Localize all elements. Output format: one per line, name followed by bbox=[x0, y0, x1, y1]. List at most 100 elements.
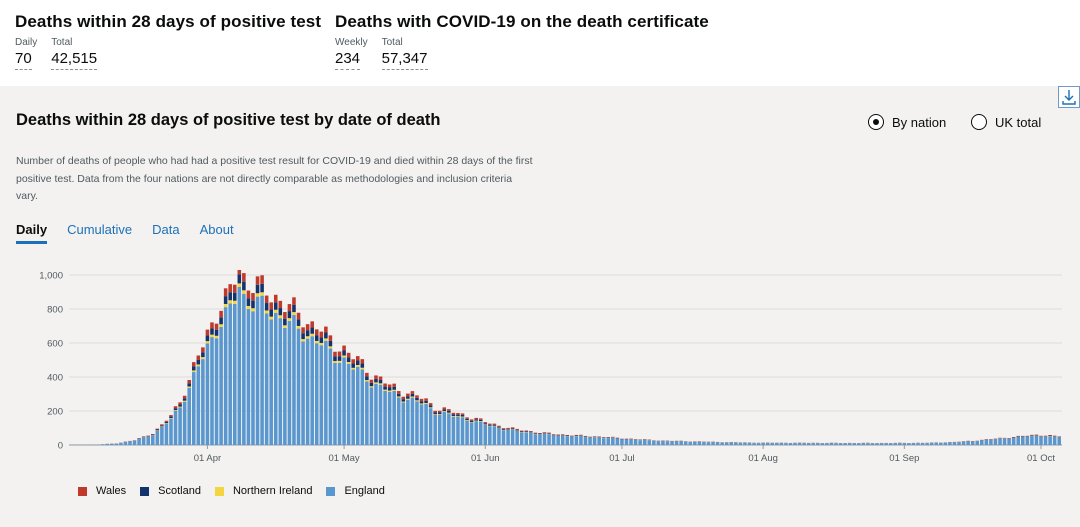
y-tick-label: 1,000 bbox=[39, 271, 63, 282]
tab-daily[interactable]: Daily bbox=[16, 222, 48, 244]
bar-wales bbox=[510, 427, 515, 429]
bar-england bbox=[506, 429, 510, 445]
legend-item-scotland[interactable]: Scotland bbox=[140, 485, 201, 497]
bar-scotland bbox=[283, 318, 287, 326]
total-label: Total bbox=[51, 37, 73, 48]
bar-scotland bbox=[433, 412, 437, 415]
bar-england bbox=[324, 340, 328, 445]
bar-scotland bbox=[533, 433, 538, 434]
bar-wales bbox=[296, 312, 301, 320]
bar-wales bbox=[205, 329, 210, 336]
bar-ni bbox=[251, 308, 255, 312]
bar-scotland bbox=[269, 309, 273, 317]
bar-ni bbox=[182, 400, 187, 402]
bar-england bbox=[1011, 438, 1016, 445]
bar-scotland bbox=[542, 432, 547, 434]
tab-about[interactable]: About bbox=[199, 222, 234, 237]
bar-england bbox=[410, 397, 415, 445]
bar-england bbox=[724, 442, 729, 445]
bar-scotland bbox=[219, 317, 223, 325]
bar-england bbox=[169, 418, 173, 445]
bar-ni bbox=[260, 292, 264, 296]
bar-scotland bbox=[574, 435, 579, 436]
bar-england bbox=[939, 442, 943, 445]
bar-wales bbox=[538, 433, 542, 434]
deaths-bar-chart: 0 200 400 600 800 1,000 01 Apr 01 May 01 Jun 01 J… bbox=[39, 270, 1062, 464]
legend-item-wales[interactable]: Wales bbox=[78, 485, 126, 497]
bar-ni bbox=[428, 407, 433, 409]
bar-scotland bbox=[251, 300, 255, 309]
bar-england bbox=[529, 432, 533, 445]
total-value[interactable]: 42,515 bbox=[51, 49, 98, 70]
chart-tabs: Daily Cumulative Data About bbox=[16, 222, 254, 244]
bar-england bbox=[328, 348, 333, 445]
legend-item-england[interactable]: England bbox=[326, 485, 385, 497]
bar-wales bbox=[164, 420, 169, 422]
bar-england bbox=[720, 442, 724, 445]
tab-data[interactable]: Data bbox=[152, 222, 180, 237]
legend-item-northern-ireland[interactable]: Northern Ireland bbox=[214, 485, 312, 497]
bar-england bbox=[925, 443, 929, 445]
bar-ni bbox=[419, 403, 424, 405]
bar-england bbox=[711, 442, 715, 445]
radio-uk-total[interactable]: UK total bbox=[971, 114, 1041, 130]
download-button[interactable] bbox=[1058, 86, 1080, 108]
bar-england bbox=[847, 443, 852, 445]
bar-england bbox=[465, 420, 469, 445]
radio-by-nation[interactable]: By nation bbox=[868, 114, 946, 130]
bar-england bbox=[574, 436, 579, 445]
y-tick-label: 400 bbox=[47, 373, 63, 384]
bar-wales bbox=[346, 352, 351, 358]
bar-england bbox=[451, 416, 456, 445]
bar-wales bbox=[246, 290, 251, 299]
bar-scotland bbox=[169, 416, 173, 419]
bar-scotland bbox=[237, 274, 242, 284]
bar-england bbox=[957, 442, 961, 445]
bar-wales bbox=[506, 427, 510, 429]
bar-england bbox=[100, 444, 105, 445]
radio-unchecked-icon bbox=[971, 114, 987, 130]
bar-wales bbox=[492, 423, 497, 425]
bar-england bbox=[483, 424, 488, 445]
certificate-total-value[interactable]: 57,347 bbox=[381, 49, 428, 70]
bar-ni bbox=[415, 400, 419, 402]
bar-wales bbox=[310, 321, 314, 328]
bar-england bbox=[365, 381, 369, 445]
bar-england bbox=[146, 436, 150, 445]
bar-england bbox=[647, 440, 652, 445]
bar-scotland bbox=[442, 409, 447, 412]
bar-scotland bbox=[255, 284, 260, 294]
bar-ni bbox=[301, 339, 305, 342]
bar-wales bbox=[524, 430, 529, 432]
bar-ni bbox=[292, 312, 296, 316]
bar-scotland bbox=[378, 379, 383, 384]
bar-wales bbox=[465, 417, 469, 419]
bar-scotland bbox=[483, 423, 488, 425]
bar-scotland bbox=[369, 382, 374, 387]
bar-ni bbox=[387, 390, 392, 392]
bar-wales bbox=[415, 395, 419, 398]
bar-wales bbox=[169, 415, 173, 417]
bar-wales bbox=[283, 312, 287, 319]
bar-england bbox=[998, 438, 1002, 445]
bar-wales bbox=[187, 379, 191, 384]
radio-uk-total-label: UK total bbox=[995, 114, 1042, 130]
bar-wales bbox=[410, 391, 415, 394]
bar-england bbox=[342, 357, 346, 445]
bar-scotland bbox=[415, 397, 419, 401]
bar-england bbox=[583, 437, 588, 445]
daily-value[interactable]: 70 bbox=[15, 49, 32, 70]
bar-scotland bbox=[460, 414, 465, 417]
bar-england bbox=[401, 402, 406, 445]
bar-ni bbox=[355, 364, 360, 367]
bar-england bbox=[756, 443, 761, 445]
bar-england bbox=[1021, 436, 1025, 445]
bar-scotland bbox=[451, 414, 456, 417]
bar-scotland bbox=[160, 425, 164, 427]
bar-england bbox=[893, 443, 898, 445]
bar-ni bbox=[392, 389, 396, 392]
weekly-value[interactable]: 234 bbox=[335, 49, 361, 70]
tab-cumulative[interactable]: Cumulative bbox=[67, 222, 133, 237]
bar-ni bbox=[191, 370, 196, 373]
bar-wales bbox=[515, 428, 519, 430]
